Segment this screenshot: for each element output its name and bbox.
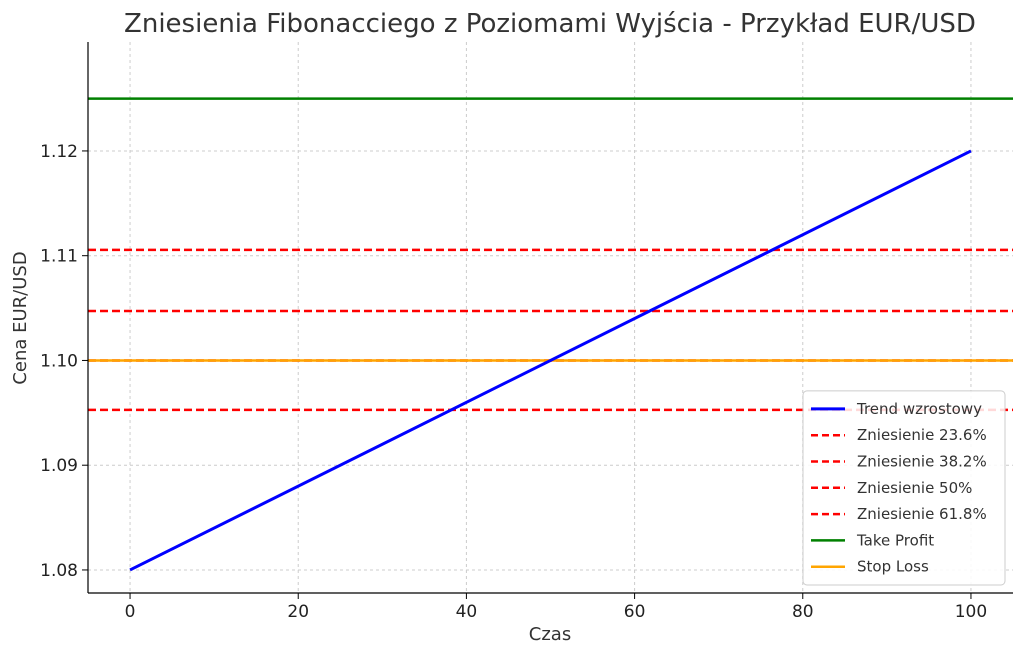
chart-title: Zniesienia Fibonacciego z Poziomami Wyjś… (124, 9, 976, 39)
series-trend-wzrostowy (129, 149, 972, 572)
x-tick-label: 80 (792, 602, 814, 622)
ticks: 0 20 40 60 80 100 1.08 1.09 1.10 1.11 1.12 (40, 142, 987, 622)
legend-label-zniesienie-61-8: Zniesienie 61.8% (857, 505, 987, 523)
y-tick-label: 1.08 (40, 561, 78, 581)
legend-label-take-profit: Take Profit (856, 531, 934, 549)
legend: Trend wzrostowy Zniesienie 23.6% Zniesieni… (802, 390, 1006, 586)
legend-label-trend-wzrostowy: Trend wzrostowy (856, 400, 982, 418)
x-tick-label: 20 (287, 602, 309, 622)
x-tick-label: 100 (955, 602, 987, 622)
y-tick-label: 1.09 (40, 456, 78, 476)
x-tick-label: 60 (624, 602, 646, 622)
legend-label-zniesienie-50: Zniesienie 50% (857, 479, 972, 497)
axes (87, 42, 1013, 594)
series-layer (88, 97, 1013, 572)
y-tick-label: 1.11 (40, 247, 78, 267)
y-tick-label: 1.12 (40, 142, 78, 162)
legend-label-zniesienie-38-2: Zniesienie 38.2% (857, 453, 987, 471)
y-tick-label: 1.10 (40, 351, 78, 371)
y-axis-label: Cena EUR/USD (10, 251, 31, 384)
x-tick-label: 0 (125, 602, 136, 622)
legend-box (802, 390, 1006, 586)
legend-label-stop-loss: Stop Loss (857, 558, 929, 576)
x-axis-label: Czas (529, 624, 571, 645)
x-tick-label: 40 (456, 602, 478, 622)
legend-label-zniesienie-23-6: Zniesienie 23.6% (857, 426, 987, 444)
